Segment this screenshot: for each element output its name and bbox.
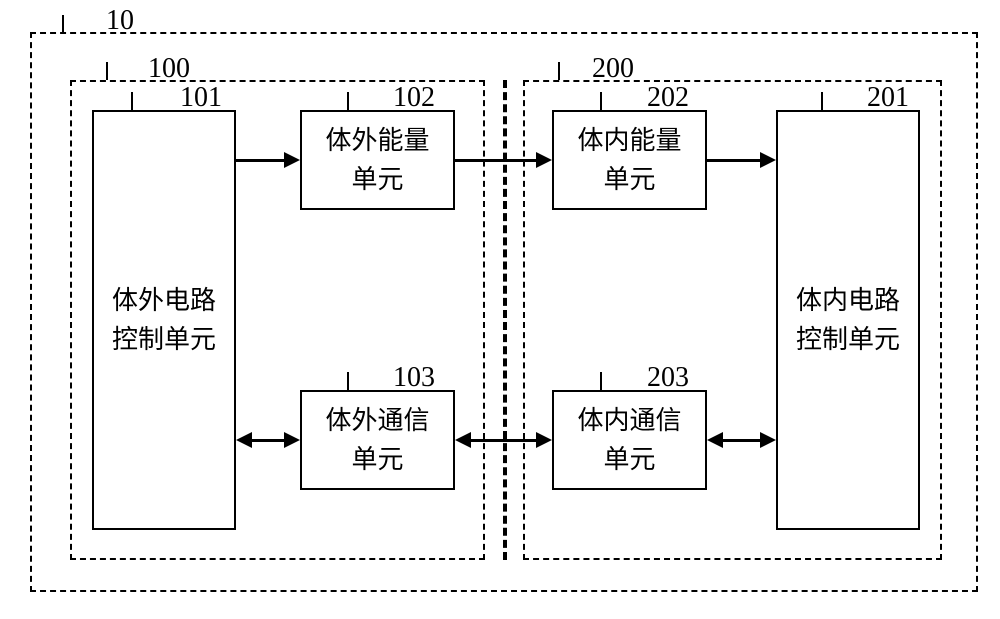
outer-frame-ref-tick (62, 15, 64, 32)
arrow-head-right (284, 432, 300, 448)
block-202-ref-label: 202 (647, 82, 689, 114)
arrow-line (252, 439, 284, 442)
outer-frame-ref-label: 10 (106, 5, 134, 37)
block-103: 体外通信 单元 (300, 390, 455, 490)
arrow-line (723, 439, 760, 442)
block-203-ref-tick (600, 372, 602, 390)
arrow-head-left (236, 432, 252, 448)
right-group-ref-label: 200 (592, 53, 634, 85)
block-102-ref-tick (347, 92, 349, 110)
arrow-line (707, 159, 760, 162)
block-201-ref-tick (821, 92, 823, 110)
arrow-line (455, 159, 536, 162)
block-103-ref-label: 103 (393, 362, 435, 394)
arrow-head-right (284, 152, 300, 168)
block-202-ref-tick (600, 92, 602, 110)
block-202: 体内能量 单元 (552, 110, 707, 210)
left-group-ref-tick (106, 62, 108, 80)
arrow-head-left (455, 432, 471, 448)
diagram-root: 10 100 200 体外电路 控制单元101 体外能量 单元102 体外通信 单元103… (0, 0, 1000, 619)
center-divider (503, 80, 507, 560)
block-101-ref-tick (131, 92, 133, 110)
block-102: 体外能量 单元 (300, 110, 455, 210)
arrow-head-right (760, 432, 776, 448)
arrow-head-right (536, 432, 552, 448)
arrow-head-right (760, 152, 776, 168)
block-203-ref-label: 203 (647, 362, 689, 394)
block-102-ref-label: 102 (393, 82, 435, 114)
arrow-head-left (707, 432, 723, 448)
block-103-ref-tick (347, 372, 349, 390)
right-group-ref-tick (558, 62, 560, 80)
arrow-line (471, 439, 536, 442)
block-201-ref-label: 201 (867, 82, 909, 114)
arrow-head-right (536, 152, 552, 168)
left-group-ref-label: 100 (148, 53, 190, 85)
block-101: 体外电路 控制单元 (92, 110, 236, 530)
block-203: 体内通信 单元 (552, 390, 707, 490)
arrow-line (236, 159, 284, 162)
block-101-ref-label: 101 (180, 82, 222, 114)
block-201: 体内电路 控制单元 (776, 110, 920, 530)
